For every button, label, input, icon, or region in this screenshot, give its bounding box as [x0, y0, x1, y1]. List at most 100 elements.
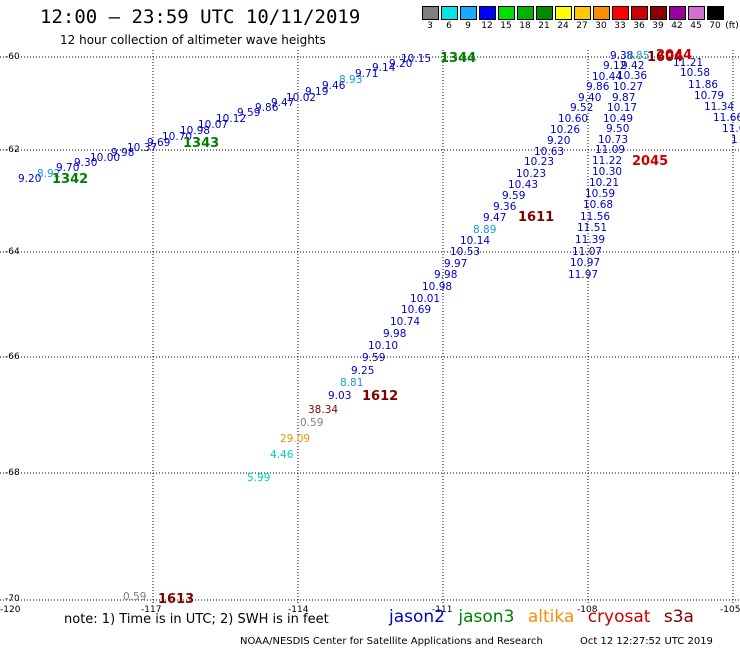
- wave-height-label: 4.46: [270, 449, 294, 461]
- wave-height-label: 11.86: [688, 79, 719, 91]
- legend-swatch: [555, 6, 572, 20]
- wave-height-label: 8.89: [473, 224, 497, 236]
- wave-height-label: 9.52: [570, 102, 594, 114]
- wave-height-label: 9.59: [362, 352, 386, 364]
- legend-swatch: [612, 6, 629, 20]
- wave-height-label: 10.00: [90, 152, 121, 164]
- wave-height-label: 11.34: [704, 101, 735, 113]
- wave-height-label: 11.0: [722, 123, 740, 135]
- wave-height-label: 8.85: [626, 50, 650, 62]
- wave-height-label: 10.14: [460, 235, 491, 247]
- wave-height-label: 0.59: [300, 417, 324, 429]
- wave-height-label: 10.10: [368, 340, 399, 352]
- wave-height-label: 10.79: [694, 90, 725, 102]
- wave-height-label: 10.97: [570, 257, 601, 269]
- wave-height-label: 9.19: [305, 86, 329, 98]
- legend-value: 33: [614, 21, 626, 31]
- wave-height-label: 29.09: [280, 433, 311, 445]
- wave-height-label: 10.44: [592, 71, 623, 83]
- lat-label: -62: [5, 145, 20, 155]
- legend-value: 27: [576, 21, 588, 31]
- legend-value: 70: [709, 21, 721, 31]
- wave-height-label: 9.59: [237, 107, 261, 119]
- wave-height-label: 9.46: [322, 80, 346, 92]
- wave-height-label: 9.47: [483, 212, 507, 224]
- wave-height-label: 0.59: [123, 591, 147, 603]
- wave-height-label: 9.03: [328, 390, 352, 402]
- wave-height-label: 38.34: [308, 404, 339, 416]
- lon-label: -111: [432, 605, 453, 615]
- satellite-name: altika: [527, 607, 575, 627]
- wave-height-label: 11.22: [592, 155, 623, 167]
- legend-value: 12: [481, 21, 493, 31]
- wave-height-label: 10.12: [216, 113, 247, 125]
- wave-height-label: 10.23: [524, 156, 555, 168]
- wave-height-label: 9.69: [147, 137, 171, 149]
- wave-height-label: 10.98: [422, 281, 453, 293]
- legend-swatch: [669, 6, 686, 20]
- wave-height-label: 9.86: [586, 81, 610, 93]
- wave-height-label: 9.36: [493, 201, 517, 213]
- wave-height-label: 11.09: [595, 144, 626, 156]
- wave-height-label: 10.73: [598, 134, 629, 146]
- legend-swatch: [498, 6, 515, 20]
- wave-height-label: 10.01: [410, 293, 441, 305]
- lat-label: -68: [5, 468, 20, 478]
- map-subtitle: 12 hour collection of altimeter wave hei…: [60, 33, 326, 47]
- wave-height-label: 11.56: [580, 211, 611, 223]
- wave-height-label: 5.99: [247, 472, 271, 484]
- satellite-name: jason2: [389, 607, 445, 627]
- satellite-name: s3a: [663, 607, 694, 627]
- legend-value: 9: [465, 21, 471, 31]
- pass-number: 2044: [656, 48, 693, 63]
- legend-swatch: [517, 6, 534, 20]
- wave-height-label: 11.21: [673, 57, 704, 69]
- wave-height-label: 8.81: [340, 377, 364, 389]
- wave-height-label: 10.30: [592, 166, 623, 178]
- pass-number: 1604: [647, 50, 684, 65]
- legend-value: 3: [427, 21, 433, 31]
- wave-height-label: 8.92: [37, 168, 61, 180]
- wave-height-label: 9.20: [18, 173, 42, 185]
- lat-label: -60: [5, 52, 20, 62]
- wave-height-label: 9.98: [383, 328, 407, 340]
- wave-height-label: 9.30: [74, 157, 98, 169]
- wave-height-label: 9.98: [434, 269, 458, 281]
- wave-height-label: 9.86: [255, 102, 279, 114]
- wave-height-label: 9.50: [606, 123, 630, 135]
- lon-label: -114: [288, 605, 309, 615]
- wave-height-label: 10.15: [401, 53, 432, 65]
- wave-height-label: 11.51: [577, 222, 608, 234]
- lat-label: -64: [5, 247, 20, 257]
- wave-height-label: 9.97: [444, 258, 468, 270]
- wave-height-label: 10.07: [198, 119, 229, 131]
- wave-height-label: 10.49: [603, 113, 634, 125]
- legend-value: 42: [671, 21, 683, 31]
- lat-label: -66: [5, 352, 20, 362]
- wave-height-label: 9.20: [547, 135, 571, 147]
- note-text: note: 1) Time is in UTC; 2) SWH is in fe…: [64, 612, 329, 627]
- legend-swatch: [479, 6, 496, 20]
- legend-value: 21: [538, 21, 550, 31]
- wave-height-label: 10.60: [558, 113, 589, 125]
- legend-value: 6: [446, 21, 452, 31]
- wave-height-label: 10.63: [534, 146, 565, 158]
- wave-height-label: 9.12: [603, 60, 627, 72]
- pass-number: 1611: [518, 210, 555, 225]
- pass-number: 1613: [158, 592, 195, 607]
- lon-label: -108: [577, 605, 598, 615]
- footer-credit: NOAA/NESDIS Center for Satellite Applica…: [240, 636, 543, 647]
- legend-swatch: [536, 6, 553, 20]
- legend-swatch: [707, 6, 724, 20]
- wave-height-label: 10.98: [180, 125, 211, 137]
- lon-label: -105: [720, 605, 740, 615]
- wave-height-label: 1: [731, 134, 738, 146]
- lat-label: -70: [5, 594, 20, 604]
- wave-height-label: 9.98: [111, 147, 135, 159]
- wave-height-label: 11.66: [713, 112, 740, 124]
- wave-height-label: 10.59: [585, 188, 616, 200]
- wave-height-label: 10.69: [401, 304, 432, 316]
- legend-value: 36: [633, 21, 645, 31]
- legend-value: 15: [500, 21, 512, 31]
- wave-height-label: 10.17: [607, 102, 638, 114]
